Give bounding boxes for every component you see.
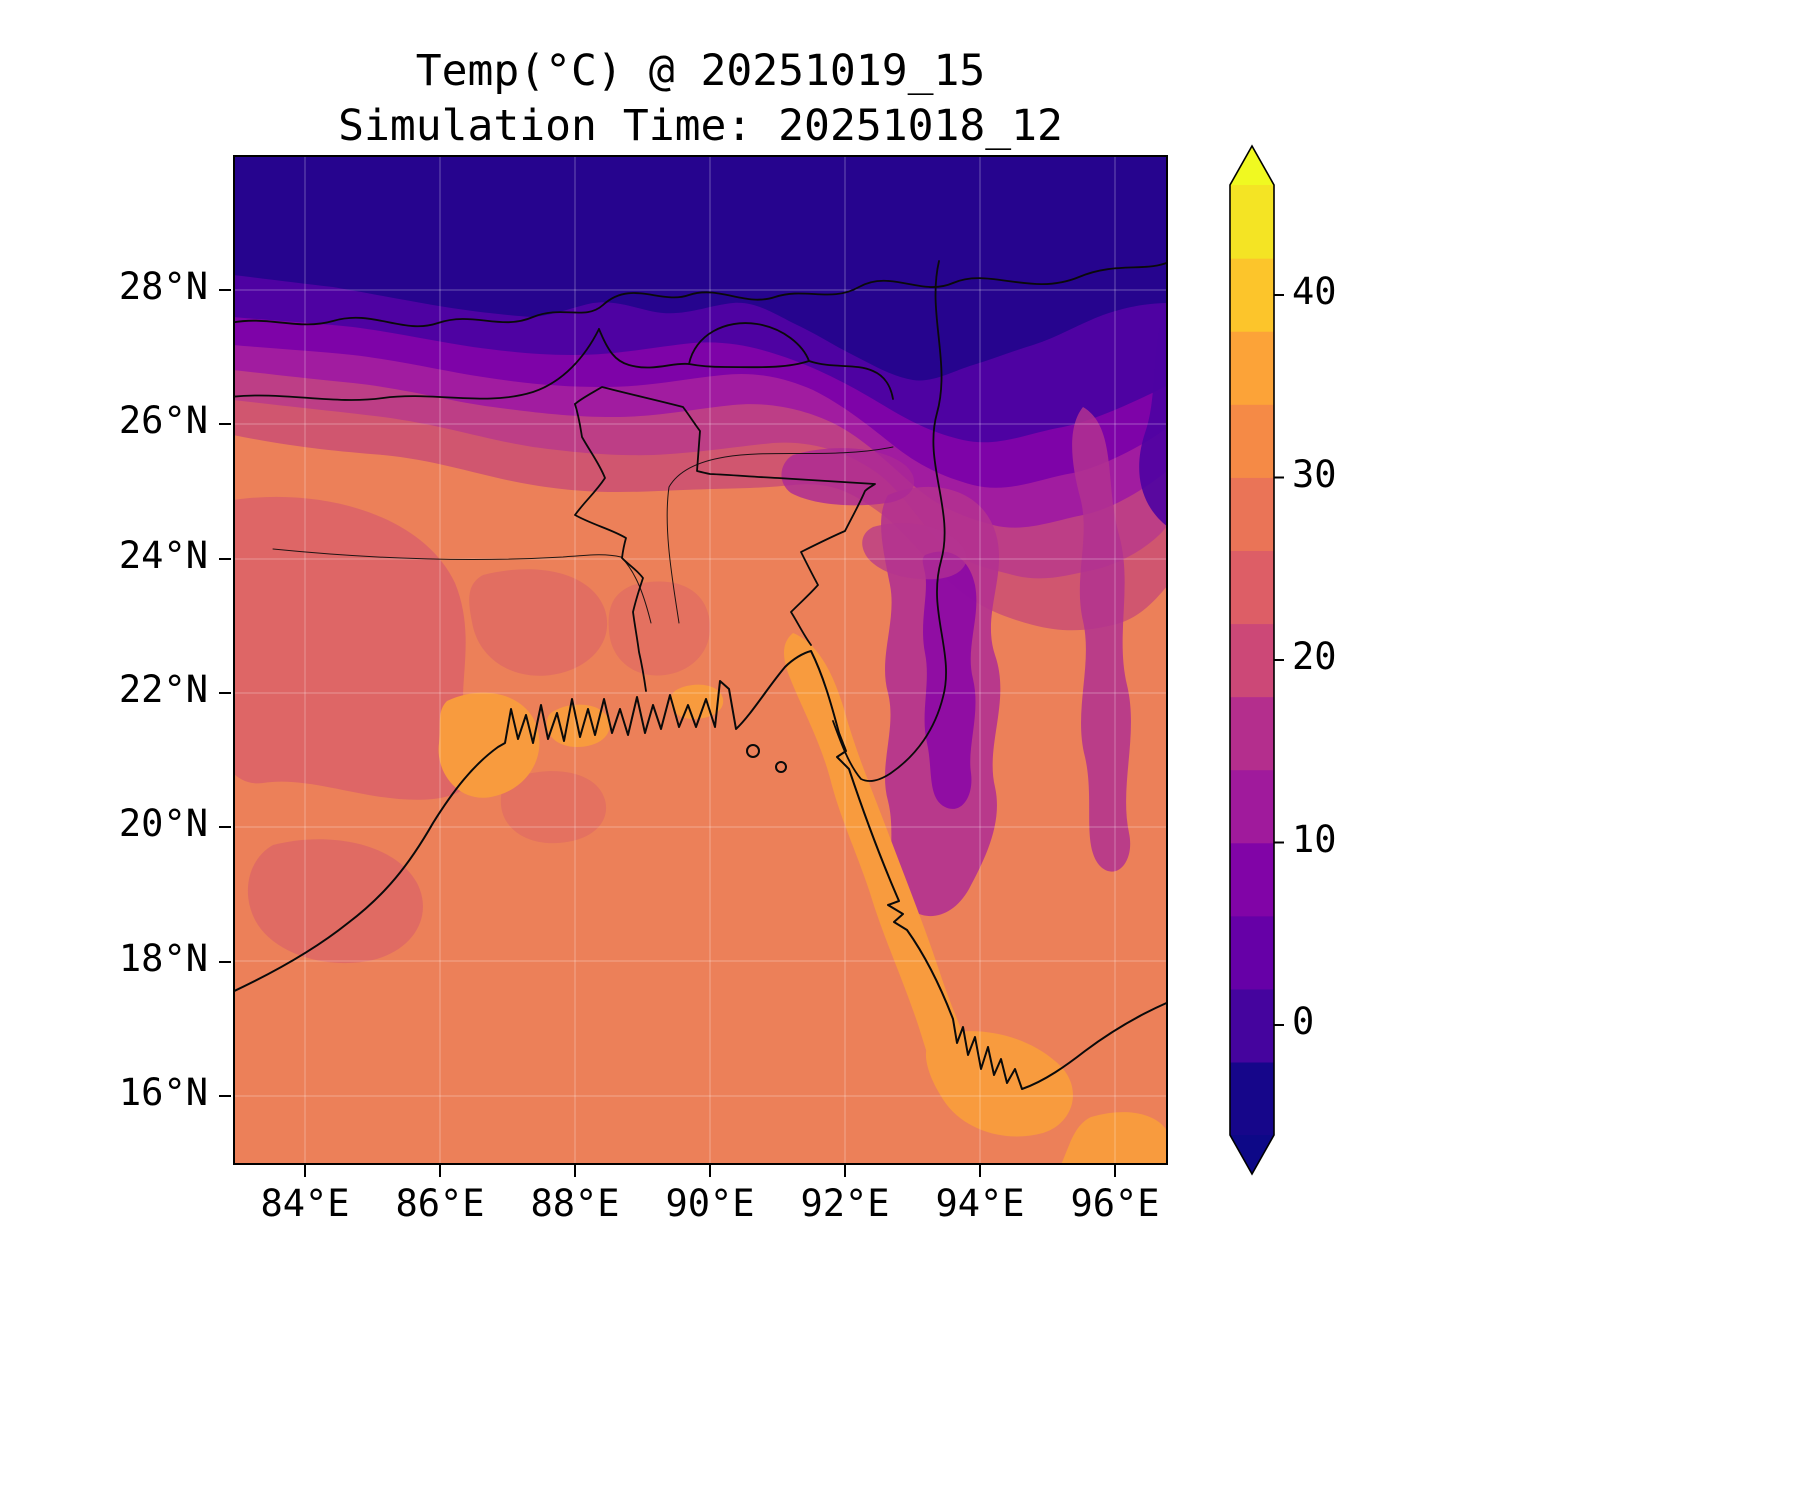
y-tick-label: 16°N <box>118 1070 208 1114</box>
colorbar-outline <box>1229 144 1275 1176</box>
rivers <box>272 446 894 624</box>
contour-pink-patch <box>608 581 711 676</box>
contour-pink-patch <box>247 839 423 964</box>
y-tick <box>219 960 231 963</box>
colorbar-segment <box>1230 258 1274 332</box>
contour-right-edge-purple <box>1139 303 1168 527</box>
x-tick-label: 84°E <box>260 1182 350 1225</box>
estuary-island <box>746 744 760 758</box>
x-tick <box>709 1165 711 1177</box>
x-tick-label: 86°E <box>395 1182 485 1225</box>
colorbar-segment <box>1230 915 1274 990</box>
chart-title: Temp(°C) @ 20251019_15 <box>415 46 986 96</box>
y-tick <box>219 423 231 426</box>
country-borders <box>233 260 1168 782</box>
contour-magenta-assam <box>781 448 915 506</box>
colorbar-segment <box>1230 550 1274 625</box>
x-tick <box>574 1165 576 1177</box>
x-tick-label: 90°E <box>665 1182 755 1225</box>
assam-border <box>808 360 894 400</box>
y-tick <box>219 557 231 560</box>
colorbar-segment <box>1230 1061 1274 1136</box>
contour-orange-coast-east <box>783 633 981 1099</box>
bangladesh-border-east <box>574 386 876 646</box>
colorbar-segment <box>1230 842 1274 917</box>
x-tick-label: 88°E <box>530 1182 620 1225</box>
colorbar-segment <box>1230 623 1274 698</box>
y-tick-label: 20°N <box>118 802 208 846</box>
x-tick <box>439 1165 441 1177</box>
colorbar-segment <box>1230 404 1274 478</box>
colorbar-segment <box>1230 477 1274 551</box>
colorbar-over-arrow <box>1230 146 1274 185</box>
map-linework <box>233 260 1168 1090</box>
colorbar <box>1229 144 1284 1176</box>
nepal-border <box>233 328 600 401</box>
y-tick-label: 18°N <box>118 936 208 980</box>
contour-orange-corner <box>1061 1112 1168 1165</box>
y-tick-label: 26°N <box>118 399 208 443</box>
coastline <box>233 650 1168 1090</box>
colorbar-segment <box>1230 988 1274 1063</box>
chart-subtitle: Simulation Time: 20251018_12 <box>338 101 1063 152</box>
x-tick <box>979 1165 981 1177</box>
colorbar-segment <box>1230 769 1274 844</box>
himalaya-border <box>233 261 1168 328</box>
temperature-map <box>233 155 1168 1165</box>
india-myanmar-border <box>832 260 947 782</box>
y-tick-label: 22°N <box>118 667 208 711</box>
x-tick <box>1114 1165 1116 1177</box>
bangladesh-border-west <box>574 403 647 692</box>
estuary-island <box>775 761 787 773</box>
contour-hill-purple-inner <box>922 551 977 809</box>
colorbar-under-arrow <box>1230 1135 1274 1174</box>
x-tick-label: 92°E <box>800 1182 890 1225</box>
y-tick <box>219 826 231 829</box>
y-tick <box>219 289 231 291</box>
chart-title-block: Temp(°C) @ 20251019_15 Simulation Time: … <box>233 44 1168 154</box>
colorbar-tick-label: 10 <box>1292 817 1337 861</box>
contour-band-darkblue <box>233 155 1168 381</box>
y-tick-label: 24°N <box>118 533 208 577</box>
y-tick <box>219 691 231 694</box>
colorbar-segment <box>1230 331 1274 405</box>
contour-hill-purple-ribbon <box>1072 407 1131 872</box>
grid-lines <box>233 155 1168 1165</box>
colorbar-tick-label: 0 <box>1292 1000 1315 1043</box>
colorbar-segment <box>1230 185 1274 259</box>
contour-orange-patch-se <box>925 1031 1073 1137</box>
y-tick <box>219 1094 231 1097</box>
colorbar-tick-label: 20 <box>1292 635 1337 678</box>
y-tick-label: 28°N <box>118 265 208 308</box>
contour-pink-patch <box>469 569 608 676</box>
contour-pink-patch <box>500 771 607 844</box>
x-tick <box>844 1165 846 1177</box>
colorbar-segment <box>1230 696 1274 771</box>
x-tick-label: 94°E <box>935 1182 1025 1225</box>
x-tick-label: 96°E <box>1070 1182 1160 1225</box>
plot-frame <box>233 155 1168 1165</box>
contour-pink-patch-west <box>233 496 480 800</box>
colorbar-tick-label: 30 <box>1292 452 1337 496</box>
colorbar-tick-label: 40 <box>1292 270 1337 313</box>
filled-contours <box>233 155 1168 1165</box>
ganges-river <box>272 548 652 624</box>
brahmaputra-river <box>666 446 894 624</box>
foothill-border <box>598 328 690 369</box>
x-tick <box>304 1165 306 1177</box>
